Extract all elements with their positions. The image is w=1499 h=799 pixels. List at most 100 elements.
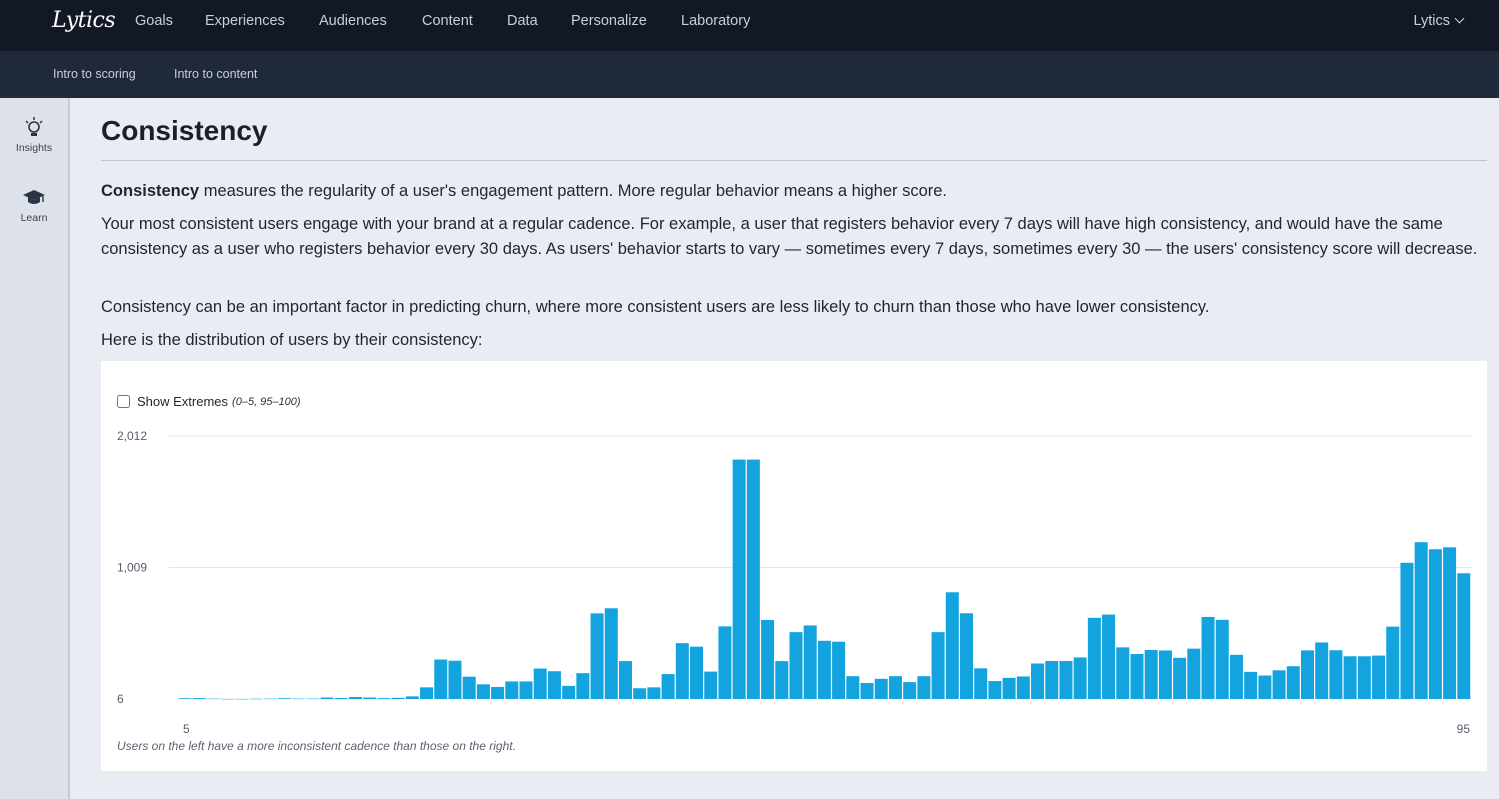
chart-bar[interactable] [405, 696, 419, 699]
chart-bar[interactable] [206, 698, 220, 700]
chart-bar[interactable] [1073, 657, 1087, 699]
chart-bar[interactable] [377, 698, 391, 699]
chart-bar[interactable] [604, 608, 618, 699]
chart-bar[interactable] [1300, 650, 1314, 699]
chart-bar[interactable] [533, 668, 547, 699]
chart-bar[interactable] [1443, 547, 1457, 699]
chart-bar[interactable] [903, 682, 917, 699]
chart-bar[interactable] [690, 646, 704, 699]
nav-content[interactable]: Content [422, 13, 473, 29]
chart-bar[interactable] [349, 697, 363, 699]
nav-personalize[interactable]: Personalize [571, 13, 647, 29]
chart-bar[interactable] [505, 681, 519, 699]
chart-bar[interactable] [789, 632, 803, 699]
chart-bar[interactable] [746, 459, 760, 699]
chart-bar[interactable] [1400, 562, 1414, 699]
chart-bar[interactable] [1130, 654, 1144, 699]
chart-bar[interactable] [434, 659, 448, 699]
chart-bar[interactable] [306, 698, 320, 700]
chart-bar[interactable] [860, 683, 874, 699]
chart-bar[interactable] [1002, 677, 1016, 699]
chart-bar[interactable] [874, 678, 888, 699]
chart-bar[interactable] [1187, 648, 1201, 699]
chart-bar[interactable] [633, 688, 647, 699]
chart-bar[interactable] [1215, 619, 1229, 699]
chart-bar[interactable] [1343, 656, 1357, 699]
sidebar-item-insights[interactable]: Insights [0, 116, 68, 154]
chart-bar[interactable] [803, 625, 817, 699]
chart-bar[interactable] [647, 687, 661, 699]
chart-bar[interactable] [221, 698, 235, 700]
chart-bar[interactable] [1258, 675, 1272, 699]
subnav-intro-content[interactable]: Intro to content [174, 67, 258, 81]
chart-bar[interactable] [1059, 660, 1073, 699]
chart-bar[interactable] [1272, 670, 1286, 699]
chart-bar[interactable] [1414, 542, 1428, 699]
chart-bar[interactable] [562, 685, 576, 699]
lytics-logo[interactable]: Lytics [52, 8, 116, 33]
chart-bar[interactable] [1016, 676, 1030, 699]
sidebar-item-learn[interactable]: Learn [0, 188, 68, 224]
account-menu[interactable]: Lytics [1413, 0, 1465, 51]
chart-bar[interactable] [235, 698, 249, 700]
chart-bar[interactable] [491, 686, 505, 699]
chart-bar[interactable] [547, 671, 561, 699]
nav-data[interactable]: Data [507, 13, 538, 29]
chart-bar[interactable] [1315, 642, 1329, 699]
chart-bar[interactable] [292, 698, 306, 700]
chart-bar[interactable] [192, 698, 206, 699]
chart-bar[interactable] [1201, 616, 1215, 699]
chart-bar[interactable] [1087, 617, 1101, 699]
chart-bar[interactable] [661, 674, 675, 699]
chart-bar[interactable] [1102, 614, 1116, 699]
chart-bar[interactable] [846, 676, 860, 699]
chart-bar[interactable] [277, 698, 291, 699]
chart-bar[interactable] [988, 681, 1002, 699]
chart-bar[interactable] [249, 698, 263, 700]
chart-bar[interactable] [917, 676, 931, 699]
chart-bar[interactable] [618, 661, 632, 699]
chart-bar[interactable] [1045, 660, 1059, 699]
nav-laboratory[interactable]: Laboratory [681, 13, 751, 29]
chart-bar[interactable] [832, 641, 846, 699]
chart-bar[interactable] [1144, 649, 1158, 699]
chart-bar[interactable] [178, 698, 192, 699]
chart-bar[interactable] [420, 687, 434, 699]
chart-bar[interactable] [1244, 671, 1258, 699]
chart-bar[interactable] [1173, 657, 1187, 699]
chart-bar[interactable] [448, 660, 462, 699]
chart-bar[interactable] [1357, 656, 1371, 699]
chart-bar[interactable] [817, 640, 831, 699]
nav-experiences[interactable]: Experiences [205, 13, 285, 29]
chart-bar[interactable] [945, 592, 959, 699]
chart-bar[interactable] [462, 676, 476, 699]
chart-bar[interactable] [718, 626, 732, 699]
chart-bar[interactable] [675, 643, 689, 699]
chart-bar[interactable] [931, 632, 945, 699]
nav-goals[interactable]: Goals [135, 13, 173, 29]
chart-bar[interactable] [576, 673, 590, 699]
show-extremes-checkbox[interactable] [117, 395, 130, 408]
chart-bar[interactable] [1428, 549, 1442, 699]
chart-bar[interactable] [1286, 666, 1300, 699]
nav-audiences[interactable]: Audiences [319, 13, 387, 29]
chart-bar[interactable] [320, 697, 334, 699]
chart-bar[interactable] [590, 613, 604, 699]
chart-bar[interactable] [1116, 647, 1130, 699]
chart-bar[interactable] [732, 459, 746, 699]
chart-bar[interactable] [1329, 650, 1343, 699]
show-extremes-toggle[interactable]: Show Extremes (0–5, 95–100) [117, 394, 301, 409]
chart-bar[interactable] [391, 697, 405, 699]
chart-bar[interactable] [1386, 626, 1400, 699]
chart-bar[interactable] [974, 668, 988, 699]
chart-bar[interactable] [263, 698, 277, 700]
chart-bar[interactable] [775, 661, 789, 699]
chart-bar[interactable] [761, 619, 775, 699]
chart-bar[interactable] [1457, 573, 1471, 699]
chart-bar[interactable] [888, 676, 902, 699]
chart-bar[interactable] [1031, 663, 1045, 699]
chart-bar[interactable] [704, 671, 718, 699]
subnav-intro-scoring[interactable]: Intro to scoring [53, 67, 136, 81]
chart-bar[interactable] [1158, 650, 1172, 699]
chart-bar[interactable] [1372, 655, 1386, 699]
